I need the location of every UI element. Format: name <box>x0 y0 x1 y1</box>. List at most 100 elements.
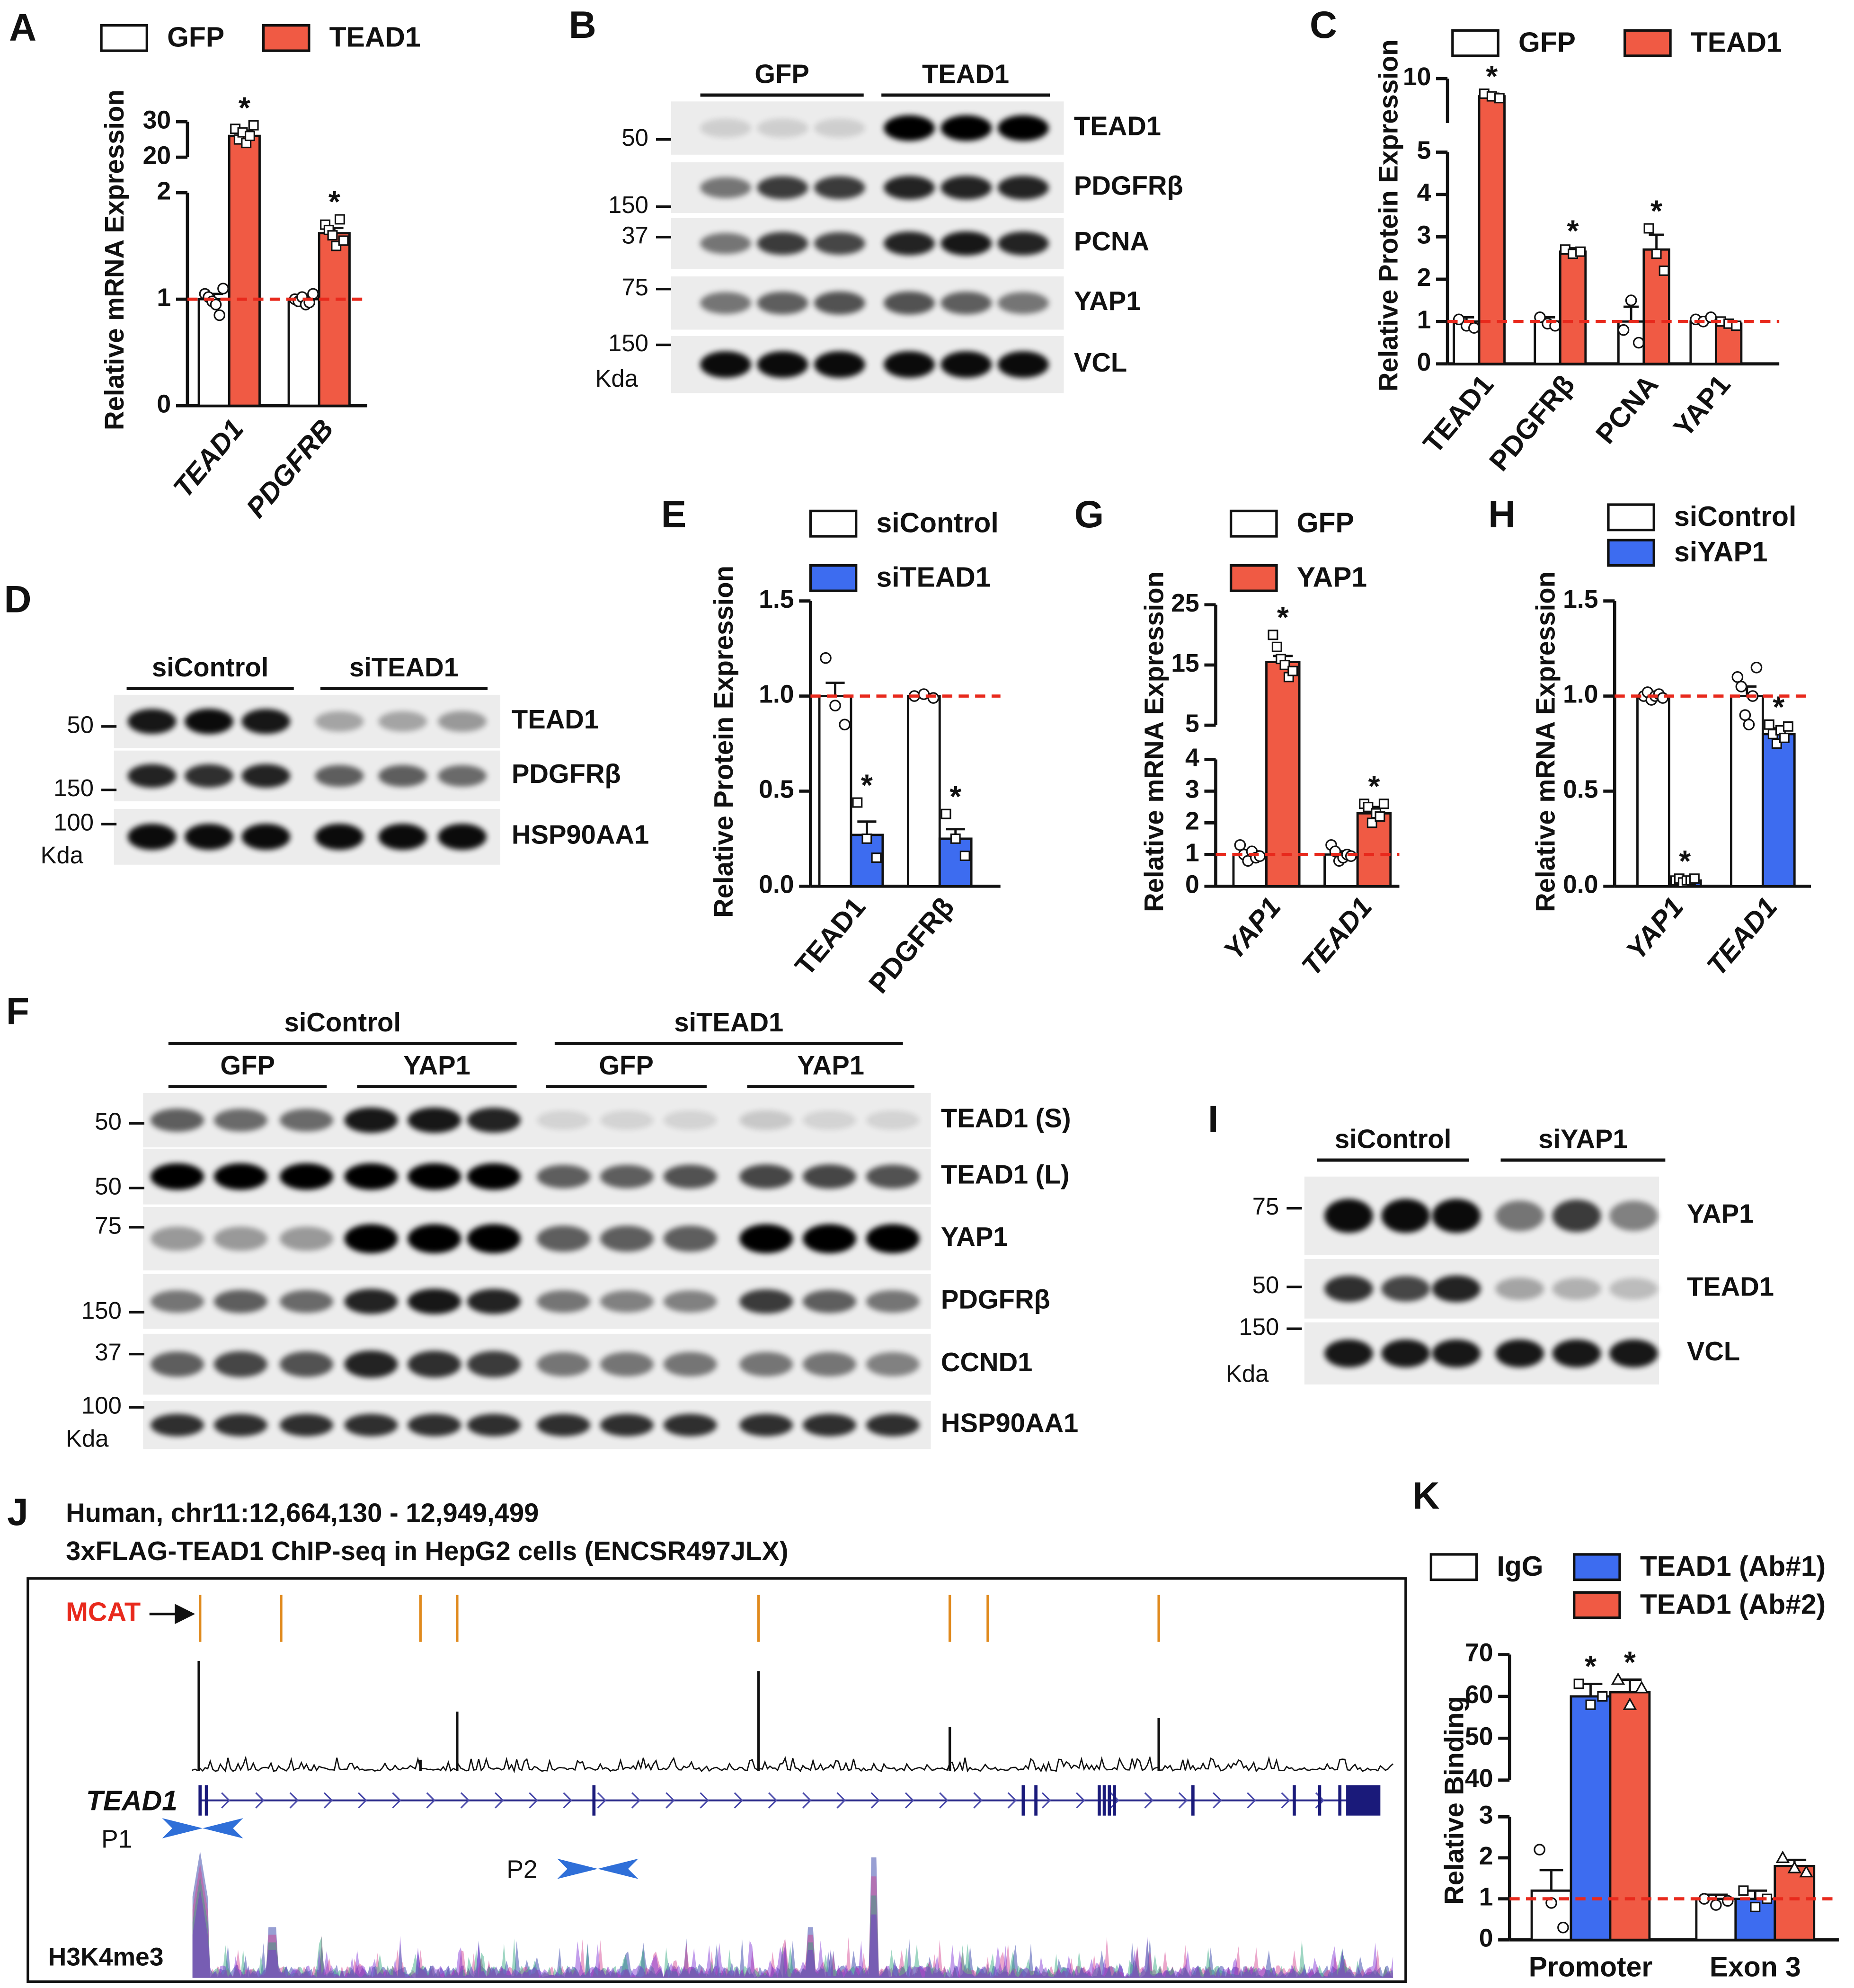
band <box>739 1352 793 1377</box>
error-bar <box>857 820 877 835</box>
y-tick-label: 1 <box>1417 306 1431 334</box>
y-tick-label: 0.0 <box>1563 870 1598 898</box>
data-point <box>950 833 961 844</box>
bar <box>938 837 973 888</box>
group-label: siControl <box>1335 1124 1452 1154</box>
legend-swatch <box>1607 503 1655 532</box>
band <box>151 1163 204 1190</box>
panel-letter: F <box>6 990 29 1033</box>
bar <box>1559 250 1587 365</box>
primer-arrow <box>162 1818 203 1838</box>
band <box>600 1290 654 1313</box>
data-point <box>820 652 832 664</box>
legend-swatch <box>262 24 310 52</box>
band <box>1495 1200 1544 1231</box>
data-point <box>1657 692 1669 704</box>
band <box>408 1163 461 1190</box>
data-point <box>1363 801 1374 812</box>
band <box>1495 1277 1544 1300</box>
data-point <box>1783 721 1793 732</box>
significance-star: * <box>949 779 961 813</box>
y-tick-label: 2 <box>1185 808 1199 835</box>
panel-letter: H <box>1488 493 1516 536</box>
mw-marker: 150 <box>608 191 648 218</box>
y-axis-label: Relative mRNA Expression <box>99 89 129 430</box>
band <box>866 1290 920 1313</box>
y-tick-label: 0.5 <box>1563 776 1598 804</box>
error-bar <box>1539 1869 1563 1891</box>
panel-letter: K <box>1412 1474 1440 1517</box>
band <box>663 1413 717 1437</box>
data-point <box>1287 666 1298 676</box>
band <box>700 233 752 254</box>
y-tick-label: 4 <box>1185 744 1199 772</box>
bar <box>318 232 351 407</box>
legend-label: YAP1 <box>1297 562 1367 593</box>
error-bar <box>1623 305 1639 322</box>
data-point <box>213 309 226 321</box>
blot-row-label: HSP90AA1 <box>512 820 649 850</box>
band <box>940 351 992 378</box>
legend-swatch <box>1573 1591 1621 1619</box>
y-tick-label: 0 <box>1479 1924 1493 1952</box>
data-point <box>1625 294 1637 306</box>
data-point <box>918 688 930 700</box>
mw-marker: 37 <box>95 1339 122 1366</box>
mw-marker: 50 <box>621 124 648 151</box>
data-point <box>1750 1901 1761 1912</box>
legend-swatch <box>1229 509 1278 538</box>
band <box>814 232 865 255</box>
band <box>151 1226 204 1251</box>
band <box>600 1352 654 1377</box>
band <box>185 824 233 850</box>
y-tick-label: 15 <box>1171 649 1199 677</box>
legend-label: siControl <box>876 507 998 538</box>
band <box>940 176 992 200</box>
mw-marker: 150 <box>1239 1314 1279 1340</box>
data-point <box>334 214 345 225</box>
blot-membrane <box>114 694 500 748</box>
band <box>344 1224 398 1253</box>
y-tick-label: 40 <box>1465 1765 1493 1793</box>
band <box>884 176 935 200</box>
band <box>802 1110 856 1130</box>
band <box>213 1163 267 1190</box>
band <box>279 1109 333 1132</box>
blot-row-label: HSP90AA1 <box>941 1408 1078 1438</box>
band <box>1381 1276 1430 1302</box>
mw-unit: Kda <box>595 365 639 392</box>
mw-marker: 50 <box>95 1108 122 1135</box>
data-point <box>1617 324 1630 336</box>
blot-row-label: CCND1 <box>941 1347 1033 1377</box>
legend-swatch <box>100 24 149 52</box>
motif-label: MCAT <box>66 1597 141 1627</box>
histone-signal <box>192 1889 1393 1978</box>
band <box>997 351 1049 378</box>
mw-marker: 75 <box>1252 1193 1279 1220</box>
band <box>151 1351 204 1377</box>
track-title: Human, chr11:12,664,130 - 12,949,499 <box>66 1498 539 1528</box>
legend-swatch <box>1229 564 1278 592</box>
legend-label: IgG <box>1497 1551 1543 1582</box>
band <box>1495 1339 1544 1367</box>
band <box>1552 1339 1601 1367</box>
mw-marker: 100 <box>53 808 94 835</box>
band <box>467 1351 521 1378</box>
band <box>344 1413 398 1437</box>
y-tick-label: 3 <box>1479 1802 1493 1829</box>
panel-letter: G <box>1074 493 1104 536</box>
band <box>213 1290 267 1313</box>
band <box>213 1226 267 1251</box>
band <box>344 1107 398 1133</box>
x-tick-label: Exon 3 <box>1710 1952 1801 1982</box>
band <box>814 291 865 315</box>
mw-marker: 75 <box>621 274 648 301</box>
mw-marker: 50 <box>67 711 94 738</box>
band <box>438 765 487 787</box>
data-point <box>244 131 255 142</box>
band <box>408 1288 461 1314</box>
band <box>378 765 427 787</box>
band <box>1552 1199 1601 1233</box>
